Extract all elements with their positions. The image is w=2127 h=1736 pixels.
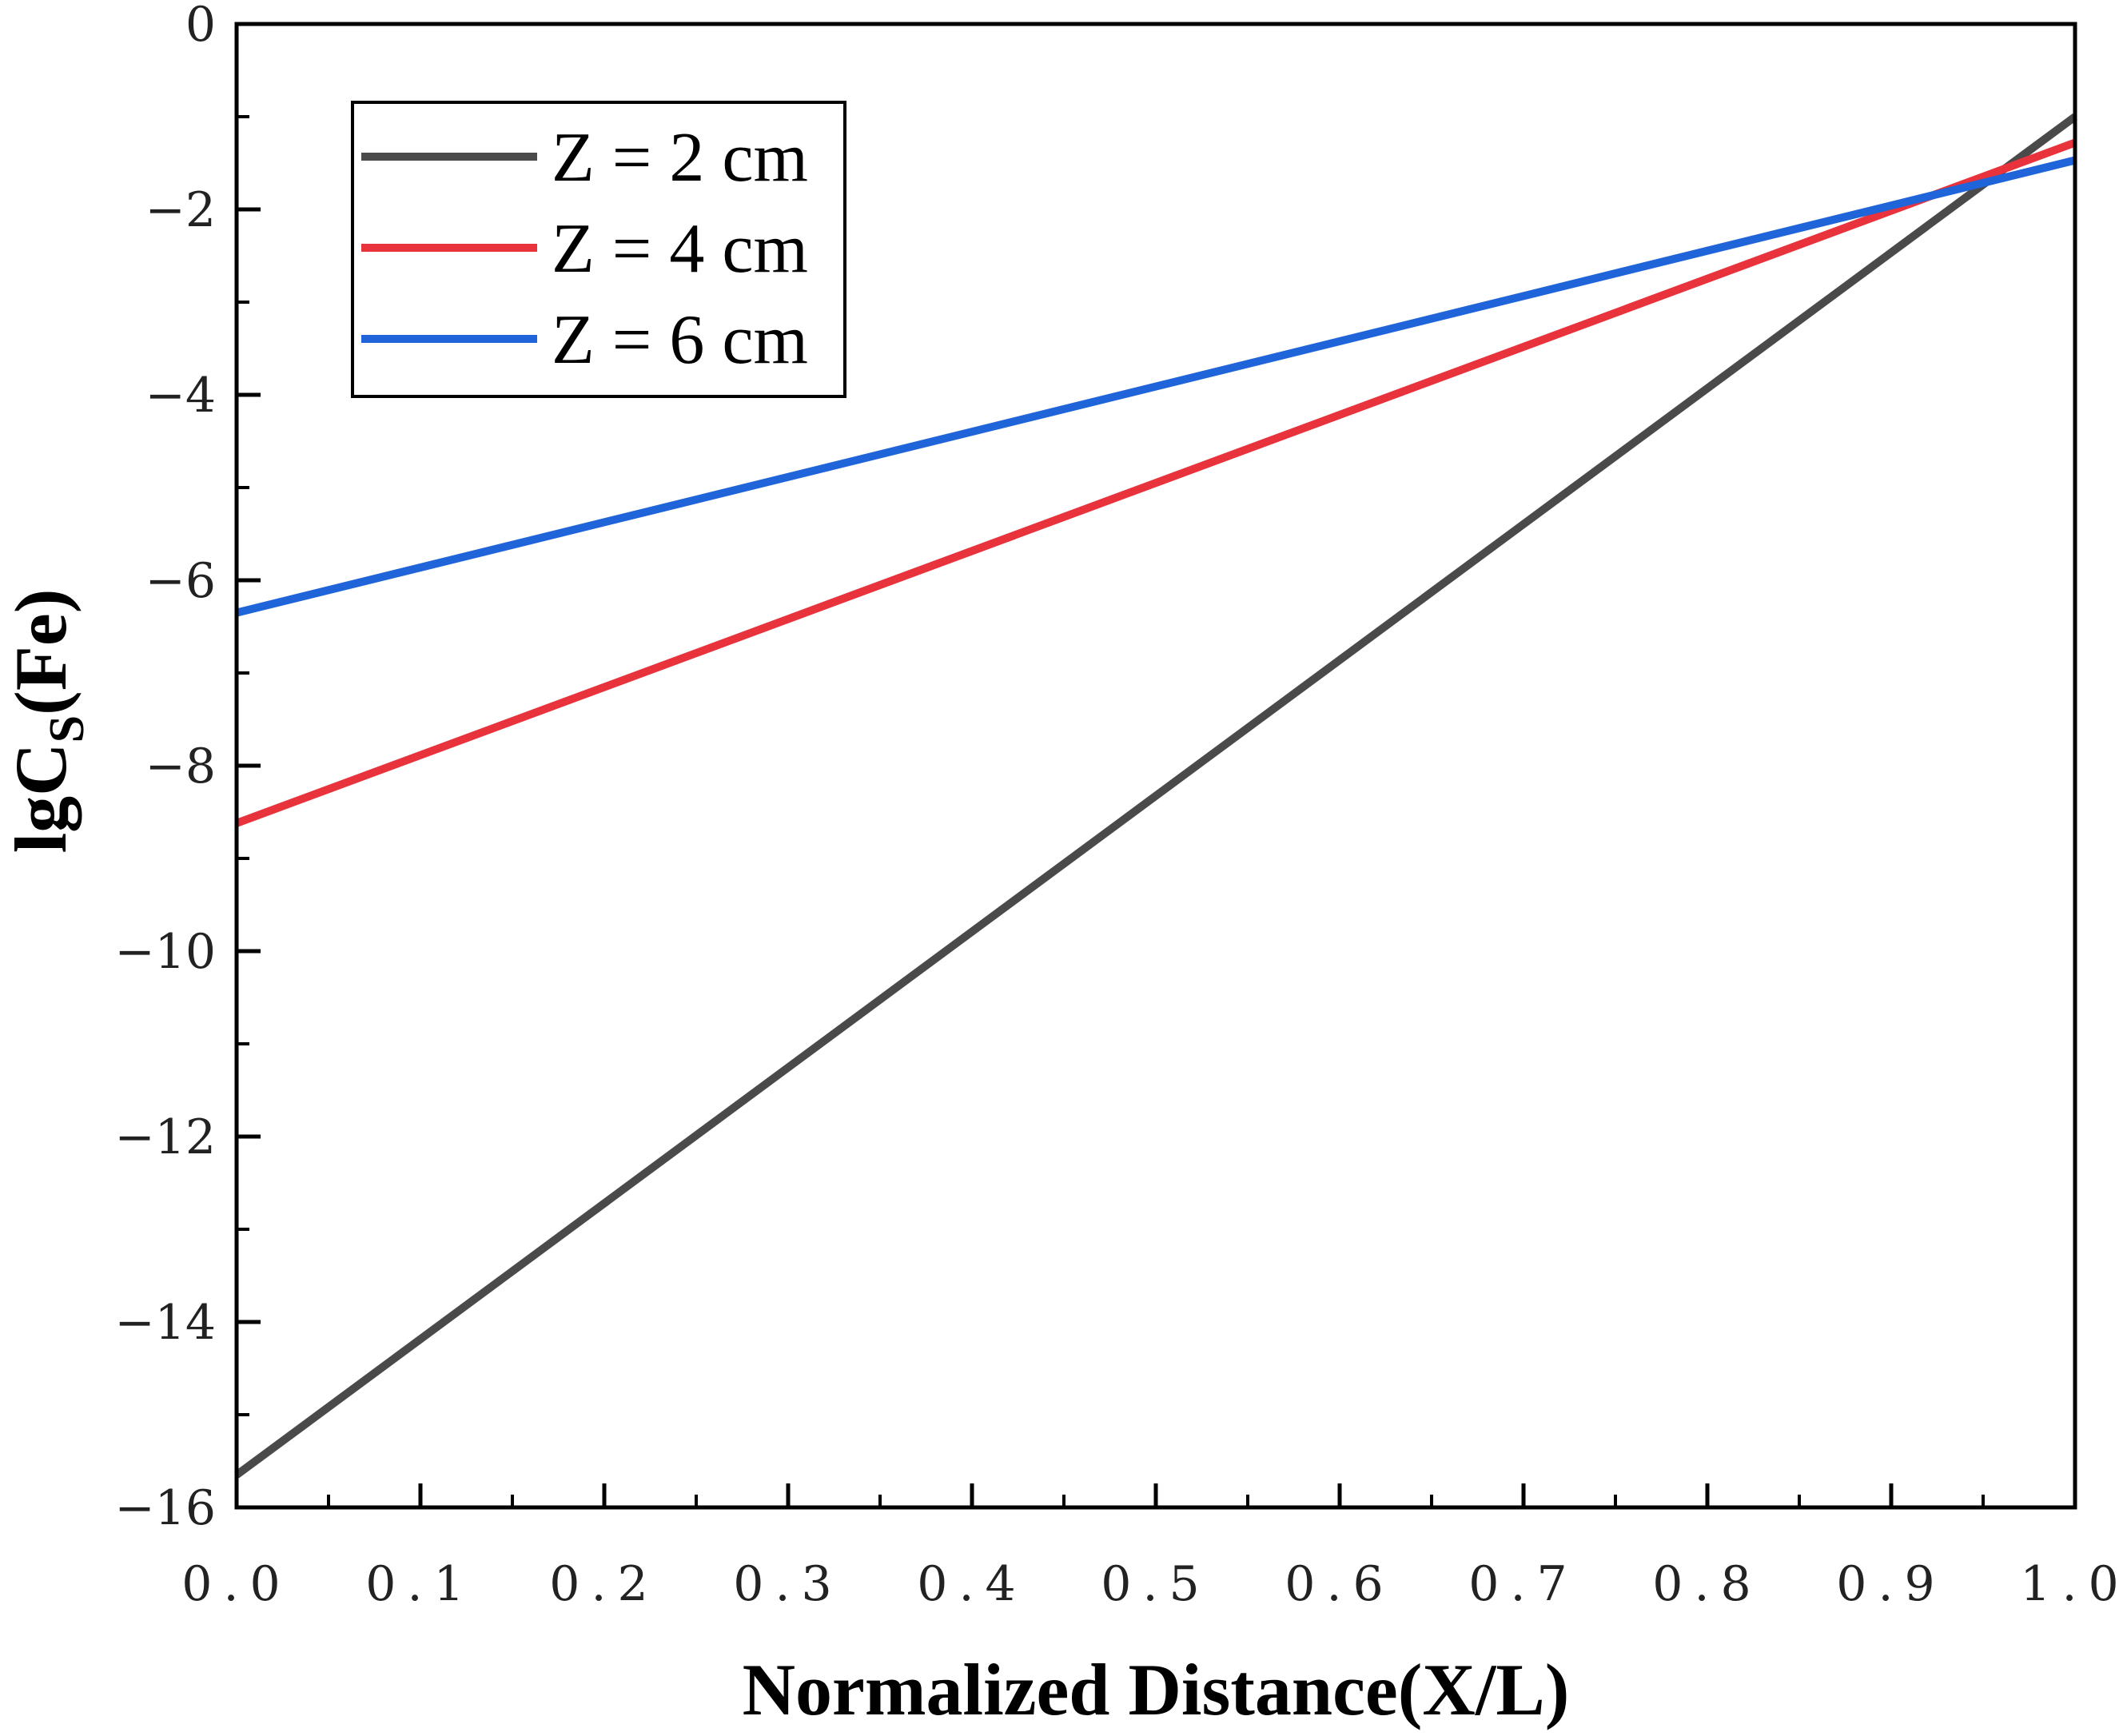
y-tick-label: −4 bbox=[145, 368, 216, 424]
plot-area: 0.0 0.1 0.2 0.3 0.4 0.5 0.6 0.7 0.8 0.9 1.0 0 −2 −4 −… bbox=[114, 0, 2127, 1612]
x-tick-label: 0.6 bbox=[1285, 1556, 1394, 1612]
series-line-1 bbox=[234, 113, 2077, 1479]
y-axis-title-main: lgC bbox=[0, 743, 82, 853]
legend-label-3: Z = 6 cm bbox=[552, 301, 808, 379]
y-tick-label: −2 bbox=[145, 182, 216, 238]
y-tick-label: −12 bbox=[114, 1109, 216, 1165]
x-tick-label: 1.0 bbox=[2020, 1556, 2127, 1612]
x-tick-label: 0.0 bbox=[181, 1556, 291, 1612]
y-tick-label: −14 bbox=[114, 1295, 216, 1351]
series-layer bbox=[234, 113, 2077, 1479]
y-tick-label: −8 bbox=[145, 739, 216, 794]
x-axis-ticks: 0.0 0.1 0.2 0.3 0.4 0.5 0.6 0.7 0.8 0.9 1.0 bbox=[181, 1483, 2127, 1612]
y-axis-ticks: 0 −2 −4 −6 −8 −10 −12 −14 −16 bbox=[114, 0, 261, 1536]
x-tick-label: 0.9 bbox=[1836, 1556, 1946, 1612]
legend-label-1: Z = 2 cm bbox=[552, 119, 808, 197]
y-tick-label: −6 bbox=[145, 553, 216, 609]
x-tick-label: 0.3 bbox=[733, 1556, 842, 1612]
x-tick-label: 0.1 bbox=[365, 1556, 475, 1612]
x-tick-label: 0.5 bbox=[1101, 1556, 1210, 1612]
y-tick-label: −10 bbox=[114, 924, 216, 980]
y-axis-title-subscript: S bbox=[40, 715, 94, 743]
legend-items: Z = 2 cm Z = 4 cm Z = 6 cm bbox=[361, 119, 808, 379]
legend: Z = 2 cm Z = 4 cm Z = 6 cm bbox=[351, 101, 846, 398]
y-axis-title-tail: (Fe) bbox=[0, 589, 82, 715]
x-tick-label: 0.4 bbox=[917, 1556, 1026, 1612]
y-tick-label: −16 bbox=[114, 1480, 216, 1536]
x-tick-label: 0.7 bbox=[1468, 1556, 1578, 1612]
series-line-2 bbox=[235, 138, 2077, 827]
y-tick-label: 0 bbox=[185, 0, 216, 53]
y-axis-title: lgCS(Fe) bbox=[0, 589, 94, 854]
x-tick-label: 0.8 bbox=[1652, 1556, 1762, 1612]
x-tick-label: 0.2 bbox=[549, 1556, 659, 1612]
series-line-3 bbox=[235, 156, 2077, 617]
x-axis-title: Normalized Distance(X/L) bbox=[743, 1649, 1570, 1730]
legend-label-2: Z = 4 cm bbox=[552, 210, 808, 288]
